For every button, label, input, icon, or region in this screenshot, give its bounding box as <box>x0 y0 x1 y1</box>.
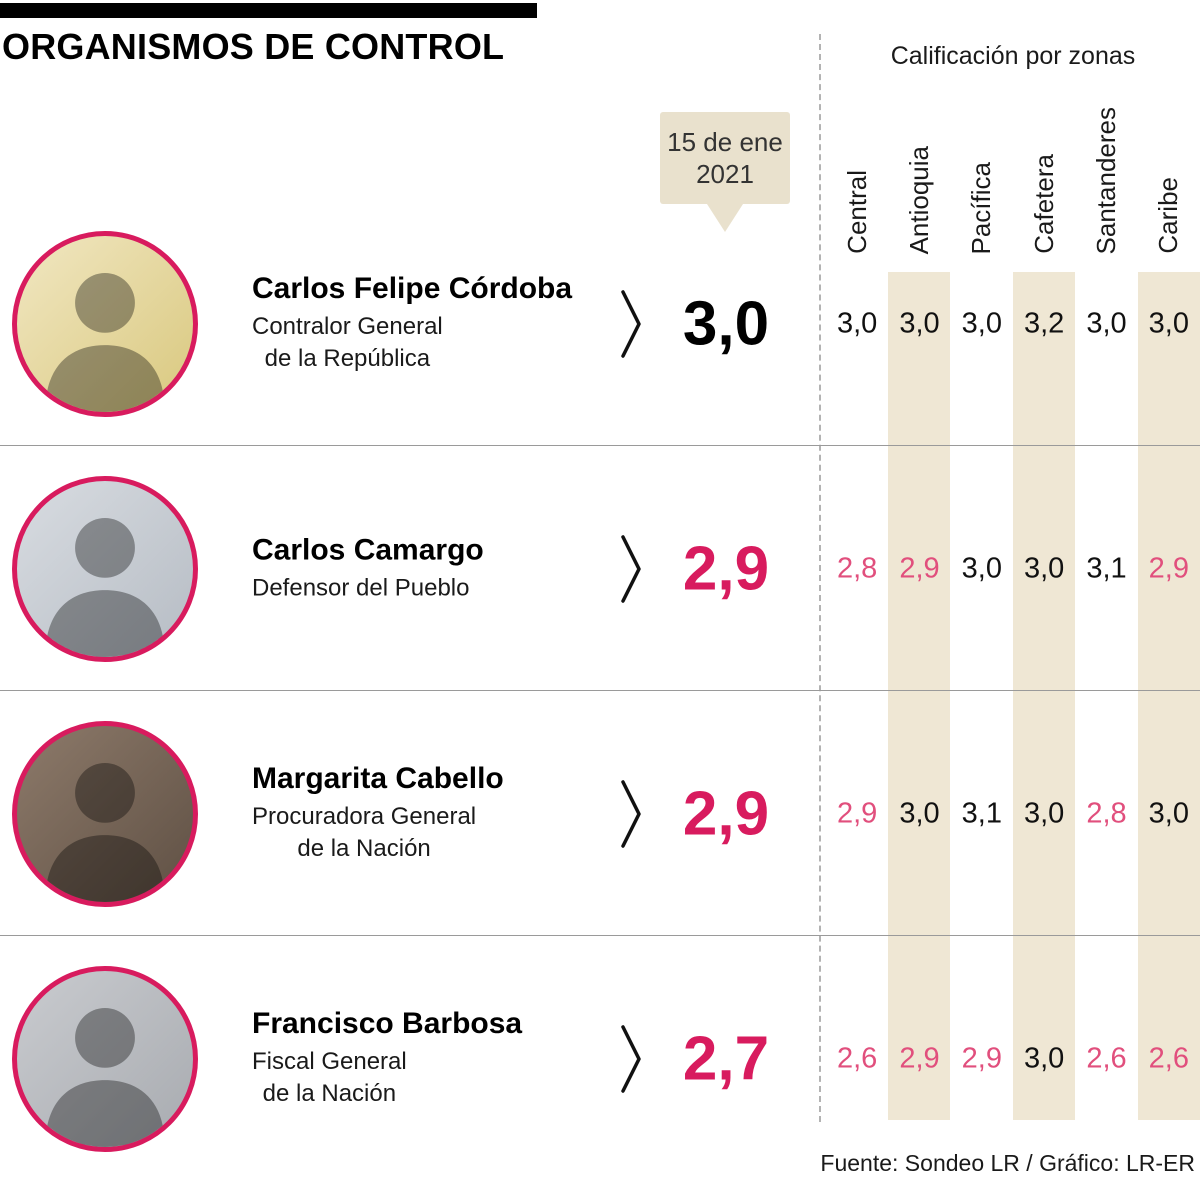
zone-score: 2,9 <box>837 797 878 829</box>
official-role-line: de la Nación <box>262 1080 397 1107</box>
zone-score: 3,0 <box>837 307 878 339</box>
general-score: 3,0 <box>682 289 770 358</box>
zone-score: 3,2 <box>1023 307 1065 339</box>
zone-score: 3,1 <box>961 797 1002 829</box>
official-info: Margarita Cabello Procuradora General de… <box>252 762 504 866</box>
zone-score: 3,0 <box>1023 1042 1065 1074</box>
person-silhouette-icon <box>45 517 165 657</box>
avatar <box>12 965 198 1152</box>
person-silhouette-icon <box>45 272 165 412</box>
zone-scores: 2,8 2,9 3,0 3,0 3,1 2,9 <box>826 552 1200 585</box>
zone-score: 2,8 <box>1086 797 1127 829</box>
official-role-line: Fiscal General <box>252 1047 407 1075</box>
zone-score: 3,0 <box>1148 797 1189 829</box>
row-separator <box>0 935 1200 936</box>
zone-score: 2,9 <box>1148 552 1189 584</box>
official-name: Margarita Cabello <box>252 761 504 795</box>
chevron-right-icon <box>621 779 641 848</box>
zone-score: 3,0 <box>1086 307 1127 339</box>
zone-scores: 3,0 3,0 3,0 3,2 3,0 3,0 <box>826 307 1200 340</box>
general-score: 2,7 <box>682 1024 770 1093</box>
general-score: 2,9 <box>682 534 770 603</box>
zone-score: 2,9 <box>961 1042 1002 1074</box>
official-name: Francisco Barbosa <box>252 1006 523 1040</box>
zone-score: 2,6 <box>1148 1042 1189 1074</box>
zone-score: 2,9 <box>899 552 940 584</box>
zone-score: 2,6 <box>1086 1042 1127 1074</box>
dashed-divider <box>819 34 821 1122</box>
zones-section-title: Calificación por zonas <box>890 42 1136 70</box>
chevron-right-icon <box>621 289 641 358</box>
page-title: ORGANISMOS DE CONTROL <box>2 26 505 67</box>
column-highlight-stripe <box>1138 272 1200 1120</box>
zone-score: 2,8 <box>837 552 878 584</box>
general-score: 2,9 <box>682 779 770 848</box>
official-role: Contralor General de la República <box>252 311 443 376</box>
official-row: Carlos Camargo Defensor del Pueblo 2,9 2… <box>0 446 1200 691</box>
column-highlight-stripe <box>1013 272 1075 1120</box>
chevron-right-icon <box>621 534 641 603</box>
column-highlight-stripe <box>888 272 950 1120</box>
date-callout: 15 de ene 2021 <box>660 112 790 204</box>
official-row: Margarita Cabello Procuradora General de… <box>0 691 1200 936</box>
zone-score: 3,0 <box>961 307 1002 339</box>
avatar <box>12 720 198 907</box>
zone-score: 3,0 <box>899 797 940 829</box>
date-line-1: 15 de ene <box>667 126 783 157</box>
official-name: Carlos Camargo <box>252 532 484 566</box>
person-silhouette-icon <box>45 1007 165 1147</box>
official-role: Defensor del Pueblo <box>252 572 469 604</box>
avatar <box>12 230 198 417</box>
zone-score: 3,0 <box>899 307 940 339</box>
official-row: Carlos Felipe Córdoba Contralor General … <box>0 201 1200 446</box>
title-accent-bar <box>0 3 537 18</box>
official-role-line: Defensor del Pueblo <box>252 573 470 601</box>
official-info: Carlos Felipe Córdoba Contralor General … <box>252 272 572 376</box>
zone-scores: 2,9 3,0 3,1 3,0 2,8 3,0 <box>826 797 1200 830</box>
zone-score: 2,6 <box>837 1042 878 1074</box>
chevron-right-icon <box>621 1024 641 1093</box>
row-separator <box>0 690 1200 691</box>
zone-score: 3,0 <box>1023 797 1065 829</box>
zone-scores: 2,6 2,9 2,9 3,0 2,6 2,6 <box>826 1042 1200 1075</box>
official-info: Francisco Barbosa Fiscal General de la N… <box>252 1007 522 1111</box>
official-role-line: de la Nación <box>297 835 431 862</box>
source-credit: Fuente: Sondeo LR / Gráfico: LR-ER <box>820 1150 1195 1176</box>
official-role: Procuradora General de la Nación <box>252 801 476 866</box>
row-separator <box>0 445 1200 446</box>
zone-score: 3,1 <box>1086 552 1127 584</box>
zone-score: 2,9 <box>899 1042 940 1074</box>
zone-score: 3,0 <box>1148 307 1189 339</box>
official-role: Fiscal General de la Nación <box>252 1046 407 1111</box>
zone-score: 3,0 <box>961 552 1002 584</box>
person-silhouette-icon <box>45 762 165 902</box>
date-line-2: 2021 <box>696 159 754 189</box>
zone-score: 3,0 <box>1023 552 1065 584</box>
official-role-line: de la República <box>264 345 431 372</box>
official-role-line: Procuradora General <box>252 802 477 830</box>
official-row: Francisco Barbosa Fiscal General de la N… <box>0 936 1200 1181</box>
official-name: Carlos Felipe Córdoba <box>252 271 573 305</box>
official-info: Carlos Camargo Defensor del Pueblo <box>252 533 484 604</box>
avatar <box>12 475 198 662</box>
official-role-line: Contralor General <box>252 312 443 340</box>
